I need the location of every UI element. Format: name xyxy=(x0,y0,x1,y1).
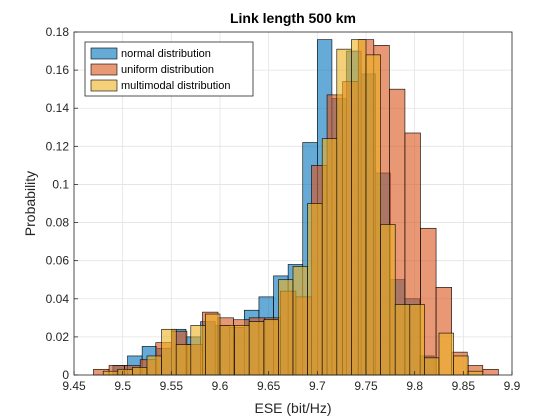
histogram-bar xyxy=(205,313,221,376)
x-tick-label: 9.5 xyxy=(114,379,131,393)
histogram-bar xyxy=(102,370,119,376)
x-tick-label: 9.9 xyxy=(504,379,521,393)
legend-entry-label: multimodal distribution xyxy=(121,80,230,92)
chart-title: Link length 500 km xyxy=(230,10,356,26)
x-tick-label: 9.85 xyxy=(452,379,476,393)
y-tick-label: 0.08 xyxy=(46,216,70,230)
x-tick-label: 9.6 xyxy=(212,379,229,393)
histogram-bar xyxy=(190,325,206,376)
histogram-bar xyxy=(175,344,192,376)
y-tick-label: 0.18 xyxy=(46,25,70,39)
y-tick-label: 0.14 xyxy=(46,101,70,115)
histogram-bar xyxy=(117,368,133,376)
series-3-bars xyxy=(102,39,484,376)
histogram-bar xyxy=(336,48,352,376)
y-tick-label: 0 xyxy=(62,368,69,382)
y-tick-label: 0.02 xyxy=(46,330,70,344)
x-tick-label: 9.8 xyxy=(406,379,423,393)
y-axis-label: Probability xyxy=(22,171,38,236)
x-tick-label: 9.65 xyxy=(257,379,281,393)
x-tick-label: 9.45 xyxy=(62,379,86,393)
histogram-bar xyxy=(146,355,162,376)
legend: normal distribution uniform distribution m… xyxy=(84,41,254,97)
axis-ticks: 9.45 9.5 9.55 9.6 9.65 9.7 9.75 9.8 9.85 9.9 0 0.02… xyxy=(46,25,521,393)
histogram-bar xyxy=(409,304,425,376)
histogram-bar xyxy=(365,54,381,376)
histogram-bar xyxy=(263,319,279,376)
y-tick-label: 0.1 xyxy=(52,177,69,191)
x-axis-label: ESE (bit/Hz) xyxy=(254,400,331,416)
histogram-bar xyxy=(248,321,265,376)
histogram-bar xyxy=(219,325,235,376)
histogram-bar xyxy=(278,279,294,376)
y-tick-label: 0.06 xyxy=(46,254,70,268)
histogram-bar xyxy=(161,328,177,376)
y-tick-label: 0.12 xyxy=(46,139,70,153)
legend-entry-label: normal distribution xyxy=(121,48,211,60)
histogram-bar xyxy=(307,203,323,376)
legend-swatch xyxy=(90,79,118,92)
histogram-bar xyxy=(467,370,484,376)
x-tick-label: 9.55 xyxy=(160,379,184,393)
histogram-bar xyxy=(438,332,454,376)
histogram-bar xyxy=(351,39,367,376)
y-tick-label: 0.04 xyxy=(46,292,70,306)
histogram-bars xyxy=(93,39,499,376)
histogram-bar xyxy=(380,224,396,376)
histogram-bar xyxy=(424,357,440,376)
histogram-bar xyxy=(234,325,250,376)
plot-frame xyxy=(73,31,513,376)
legend-swatch xyxy=(90,47,118,60)
histogram-bar xyxy=(482,368,499,376)
legend-entry-label: uniform distribution xyxy=(121,64,214,76)
histogram-bar xyxy=(321,138,338,376)
histogram-bar xyxy=(453,355,469,376)
x-tick-label: 9.7 xyxy=(309,379,326,393)
histogram-bar xyxy=(132,367,148,376)
x-tick-label: 9.75 xyxy=(354,379,378,393)
y-tick-label: 0.16 xyxy=(46,63,70,77)
histogram-bar xyxy=(292,266,308,376)
legend-swatch xyxy=(90,63,118,76)
histogram-bar xyxy=(394,304,411,376)
